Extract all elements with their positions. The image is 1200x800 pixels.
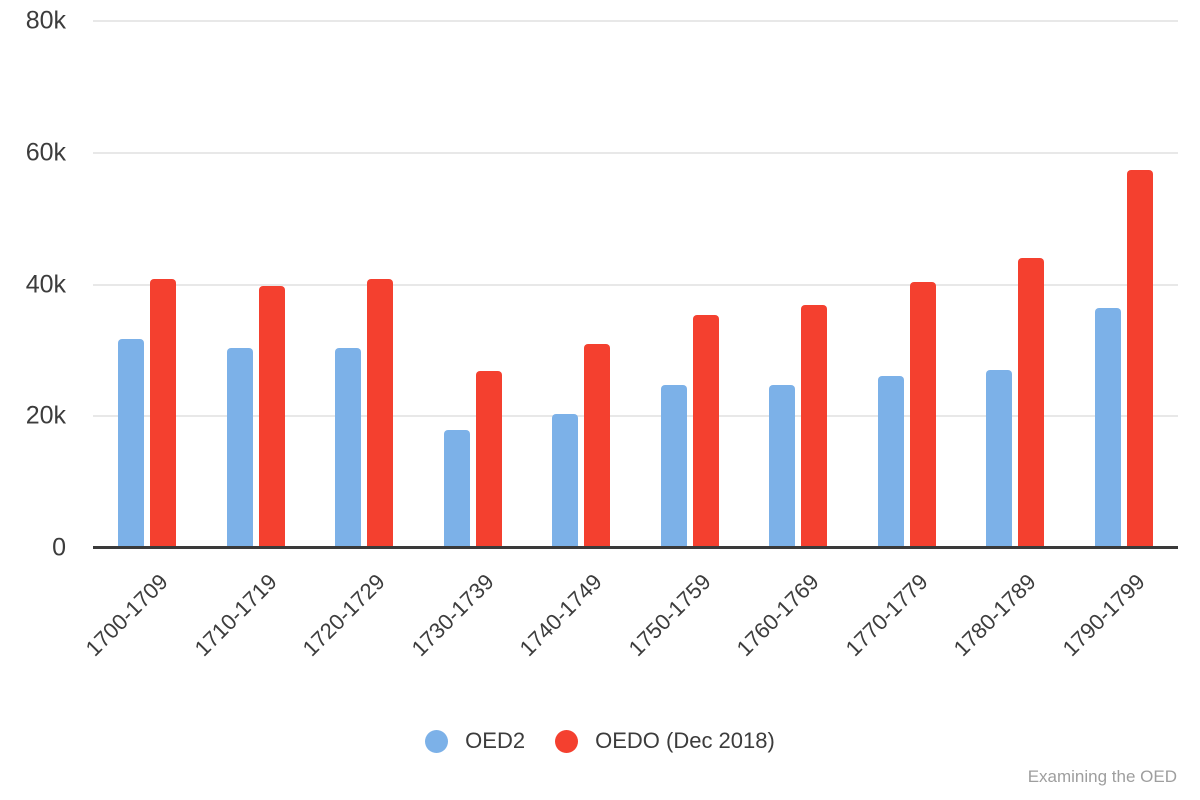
gridline (93, 20, 1178, 22)
bar-oedo-dec-2018 (475, 370, 502, 548)
bar-oedo-dec-2018 (1126, 169, 1153, 548)
bar-group (961, 21, 1070, 548)
x-axis-line (93, 546, 1178, 549)
bar-group (527, 21, 636, 548)
x-tick-label: 1730-1739 (406, 569, 499, 662)
bars-layer (93, 21, 1178, 548)
x-tick-label: 1780-1789 (948, 569, 1041, 662)
x-tick-label: 1770-1779 (840, 569, 933, 662)
bar-oed2 (986, 370, 1013, 548)
legend-item-oed2: OED2 (425, 728, 525, 754)
x-axis-labels: 1700-1709 1710-1719 1720-1729 1730-1739 1740… (81, 551, 1178, 696)
gridline (93, 415, 1178, 418)
bar-group (419, 21, 528, 548)
bar-oed2 (877, 376, 904, 548)
x-tick-label: 1750-1759 (623, 569, 716, 662)
bar-group (636, 21, 745, 548)
x-tick-label: 1710-1719 (189, 569, 282, 662)
bar-oedo-dec-2018 (584, 344, 611, 548)
x-tick-label: 1720-1729 (297, 569, 390, 662)
bar-oed2 (335, 347, 362, 548)
bar-group (744, 21, 853, 548)
legend-label-oedo: OEDO (Dec 2018) (595, 728, 775, 753)
bar-group (310, 21, 419, 548)
bar-group (202, 21, 311, 548)
x-tick-label: 1760-1769 (731, 569, 824, 662)
y-tick-label: 40k (25, 270, 66, 298)
bar-oedo-dec-2018 (150, 278, 177, 548)
x-tick-label: 1740-1749 (514, 569, 607, 662)
watermark: Examining the OED (1027, 767, 1177, 786)
legend-swatch-circle-oed2 (425, 729, 449, 753)
bar-oed2 (552, 414, 579, 548)
bar-oedo-dec-2018 (909, 281, 936, 548)
bar-oed2 (226, 347, 253, 548)
x-tick-label: 1790-1799 (1057, 569, 1150, 662)
bar-oedo-dec-2018 (258, 286, 285, 548)
y-tick-label: 80k (25, 6, 66, 35)
x-tick-label: 1700-1709 (80, 569, 173, 662)
legend-item-oedo: OEDO (Dec 2018) (555, 728, 775, 754)
bar-group (853, 21, 962, 548)
bar-oedo-dec-2018 (367, 278, 394, 548)
y-axis-labels: 0 20k 40k 60k 80k (0, 7, 66, 562)
bar-oed2 (443, 430, 470, 548)
bar-oed2 (660, 384, 687, 548)
bar-group (1070, 21, 1179, 548)
bar-group (93, 21, 202, 548)
bar-oed2 (1094, 308, 1121, 548)
bar-oed2 (769, 384, 796, 548)
legend-label-oed2: OED2 (465, 728, 526, 753)
plot-area (93, 20, 1178, 549)
legend: OED2 OEDO (Dec 2018) (0, 728, 1200, 754)
gridline (93, 283, 1178, 286)
y-tick-label: 60k (25, 138, 66, 167)
gridline (93, 151, 1178, 154)
legend-swatch-circle-oedo (555, 729, 579, 753)
y-tick-label: 0 (52, 533, 66, 562)
y-tick-label: 20k (25, 401, 66, 430)
bar-oedo-dec-2018 (1018, 258, 1045, 548)
bar-oedo-dec-2018 (692, 314, 719, 548)
bar-oedo-dec-2018 (801, 304, 828, 548)
bar-oed2 (118, 338, 145, 548)
